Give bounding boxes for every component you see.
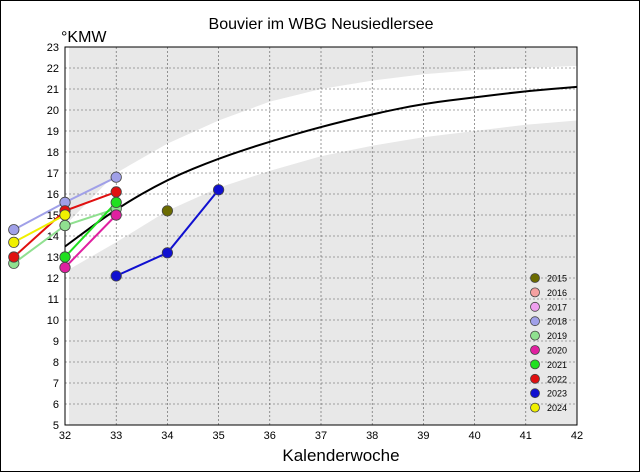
data-point-2022 — [110, 186, 122, 198]
data-point-2023 — [110, 270, 122, 282]
plot-border — [64, 46, 578, 426]
legend-label-2017: 2017 — [547, 302, 567, 312]
data-point-2023 — [213, 184, 225, 196]
data-point-2015 — [161, 205, 173, 217]
x-tick-label: 34 — [161, 430, 173, 442]
x-tick-label: 41 — [520, 430, 532, 442]
series-line-2021 — [64, 201, 117, 258]
legend-marker-2018 — [530, 316, 540, 327]
y-tick-label: 22 — [47, 63, 59, 75]
data-point-2020 — [59, 261, 71, 274]
y-tick-label: 7 — [53, 378, 59, 390]
chart-title: Bouvier im WBG Neusiedlersee — [209, 16, 434, 33]
data-point-2022 — [8, 251, 20, 263]
y-tick-label: 11 — [48, 294, 59, 306]
y-tick-label: 18 — [47, 147, 59, 159]
x-tick-label: 39 — [417, 430, 429, 442]
reference-curve — [64, 85, 578, 248]
legend-marker-2015 — [530, 273, 540, 283]
y-tick-label: 21 — [47, 84, 59, 96]
legend-marker-2024 — [530, 402, 540, 413]
x-tick-label: 38 — [366, 430, 378, 442]
legend-label-2019: 2019 — [547, 331, 567, 341]
data-point-2023 — [161, 247, 173, 259]
legend-label-2022: 2022 — [547, 374, 567, 384]
data-point-2021 — [59, 251, 71, 263]
x-tick-label: 32 — [59, 430, 71, 442]
legend-marker-2023 — [530, 388, 540, 399]
data-point-2024 — [8, 236, 20, 248]
legend-label-2021: 2021 — [547, 360, 567, 370]
legend-label-2016: 2016 — [547, 288, 567, 298]
x-tick-label: 40 — [468, 430, 480, 442]
legend-label-2023: 2023 — [547, 389, 567, 399]
reference-band — [65, 65, 577, 272]
legend-marker-2019 — [530, 330, 540, 341]
legend-label-2020: 2020 — [547, 346, 567, 356]
data-point-2020 — [110, 209, 122, 221]
y-tick-label: 13 — [47, 252, 59, 264]
series-line-2020 — [64, 214, 117, 269]
y-tick-label: 19 — [47, 126, 59, 138]
series-line-2024 — [13, 214, 66, 244]
x-tick-label: 35 — [212, 430, 224, 442]
y-tick-label: 8 — [53, 357, 59, 369]
y-tick-label: 17 — [47, 168, 59, 180]
x-tick-label: 33 — [110, 430, 122, 442]
y-axis-label: °KMW — [61, 29, 107, 46]
y-tick-label: 20 — [47, 105, 59, 117]
y-tick-label: 9 — [53, 336, 59, 348]
x-axis-label: Kalenderwoche — [282, 446, 399, 465]
data-point-2019 — [59, 219, 71, 232]
legend-marker-2016 — [530, 287, 540, 298]
legend-marker-2022 — [530, 373, 540, 384]
data-point-2021 — [110, 196, 122, 208]
data-point-2018 — [8, 224, 20, 236]
y-tick-label: 12 — [47, 273, 59, 285]
x-tick-label: 37 — [315, 430, 327, 442]
y-tick-label: 5 — [53, 420, 59, 432]
y-tick-label: 16 — [47, 189, 59, 201]
y-tick-label: 23 — [47, 42, 59, 54]
data-point-2024 — [59, 209, 71, 221]
legend-marker-2021 — [530, 359, 540, 370]
x-tick-label: 36 — [264, 430, 276, 442]
legend-label-2024: 2024 — [547, 403, 567, 413]
legend-label-2015: 2015 — [547, 274, 567, 284]
y-tick-label: 14 — [47, 231, 59, 243]
x-tick-label: 42 — [571, 430, 583, 442]
y-tick-label: 6 — [53, 399, 59, 411]
legend-marker-2020 — [530, 345, 540, 355]
y-tick-label: 10 — [47, 315, 59, 327]
legend-marker-2017 — [530, 301, 540, 312]
data-point-2018 — [110, 171, 122, 183]
legend-label-2018: 2018 — [547, 317, 567, 327]
